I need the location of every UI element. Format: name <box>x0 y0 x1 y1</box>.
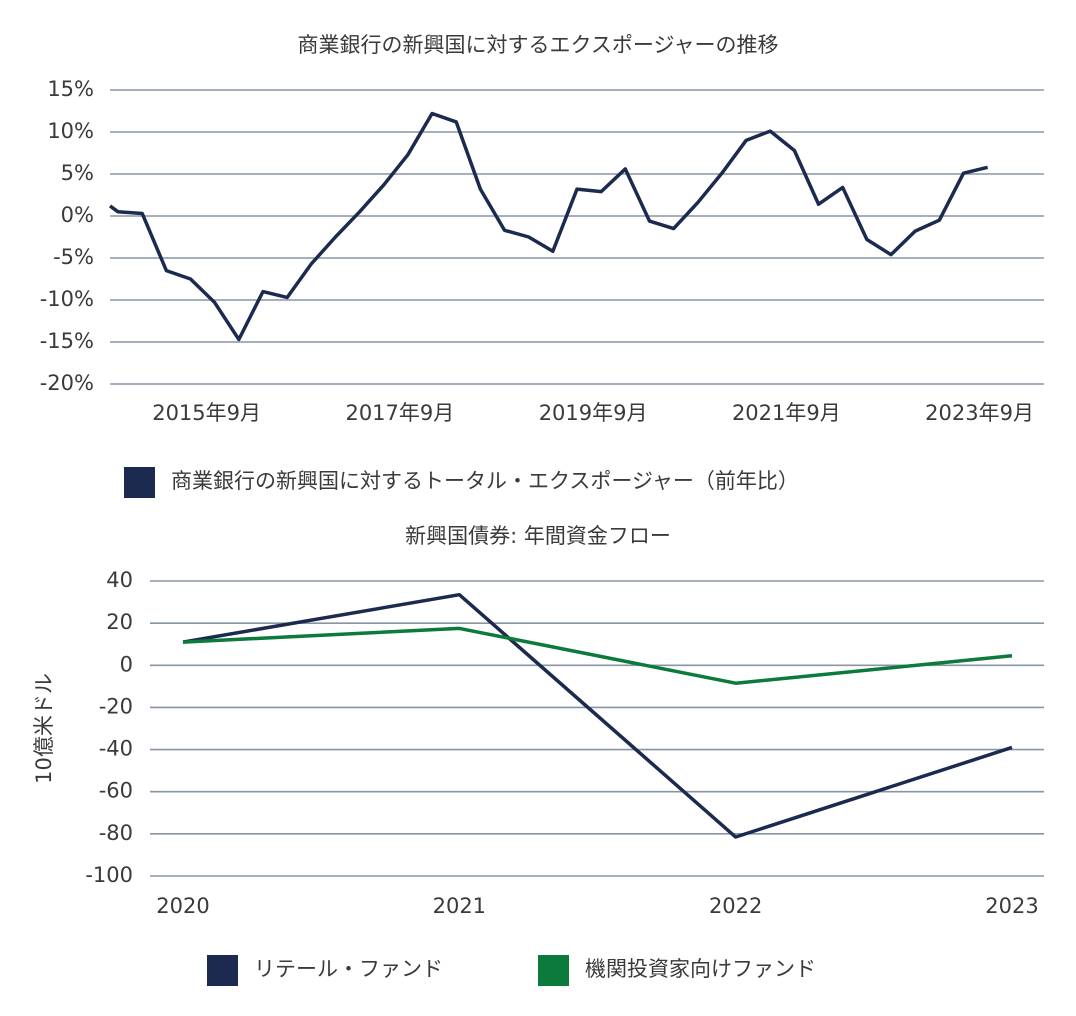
y-tick-label: 20 <box>106 610 133 634</box>
y-tick-label: 15% <box>47 77 94 101</box>
y-tick-label: -10% <box>40 287 94 311</box>
legend-label: 機関投資家向けファンド <box>585 957 816 981</box>
y-tick-label: 5% <box>61 161 94 185</box>
chart-title: 商業銀行の新興国に対するエクスポージャーの推移 <box>298 33 779 57</box>
y-tick-label: -20 <box>99 694 133 718</box>
x-tick-label: 2021 <box>433 894 486 918</box>
line-series <box>108 111 989 342</box>
y-tick-label: -40 <box>99 737 133 761</box>
x-tick-label: 2022 <box>709 894 762 918</box>
line-series <box>182 592 1013 839</box>
x-tick-label: 2021年9月 <box>732 401 841 425</box>
chart-title: 新興国債券: 年間資金フロー <box>405 524 671 548</box>
legend-swatch <box>207 955 238 986</box>
y-tick-label: 0% <box>61 203 94 227</box>
y-tick-label: 0 <box>120 652 133 676</box>
y-tick-label: 40 <box>106 568 133 592</box>
x-tick-label: 2023 <box>985 894 1038 918</box>
x-tick-label: 2020 <box>156 894 209 918</box>
y-axis-label: 10億米ドル <box>32 673 56 784</box>
legend-swatch <box>124 467 155 498</box>
x-tick-label: 2019年9月 <box>539 401 648 425</box>
y-tick-label: -80 <box>99 821 133 845</box>
legend-swatch <box>538 955 569 986</box>
y-tick-label: -15% <box>40 329 94 353</box>
x-tick-label: 2023年9月 <box>925 401 1034 425</box>
y-tick-label: 10% <box>47 119 94 143</box>
y-tick-label: -20% <box>40 371 94 395</box>
x-tick-label: 2015年9月 <box>152 401 261 425</box>
y-tick-label: -60 <box>99 779 133 803</box>
y-tick-label: -5% <box>53 245 94 269</box>
y-tick-label: -100 <box>85 863 133 887</box>
legend-label: リテール・ファンド <box>254 957 443 981</box>
x-tick-label: 2017年9月 <box>345 401 454 425</box>
line-series <box>182 626 1013 685</box>
legend-label: 商業銀行の新興国に対するトータル・エクスポージャー（前年比） <box>171 469 799 493</box>
